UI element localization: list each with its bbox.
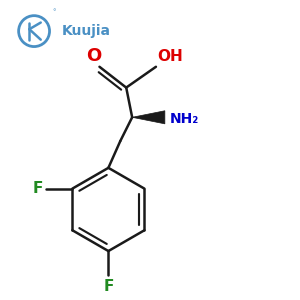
Text: F: F <box>103 279 114 294</box>
Text: NH₂: NH₂ <box>169 112 199 126</box>
Text: °: ° <box>52 10 56 16</box>
Text: OH: OH <box>158 50 183 64</box>
Polygon shape <box>132 111 165 124</box>
Text: Kuujia: Kuujia <box>61 24 110 38</box>
Text: O: O <box>86 47 101 65</box>
Text: F: F <box>32 181 43 196</box>
